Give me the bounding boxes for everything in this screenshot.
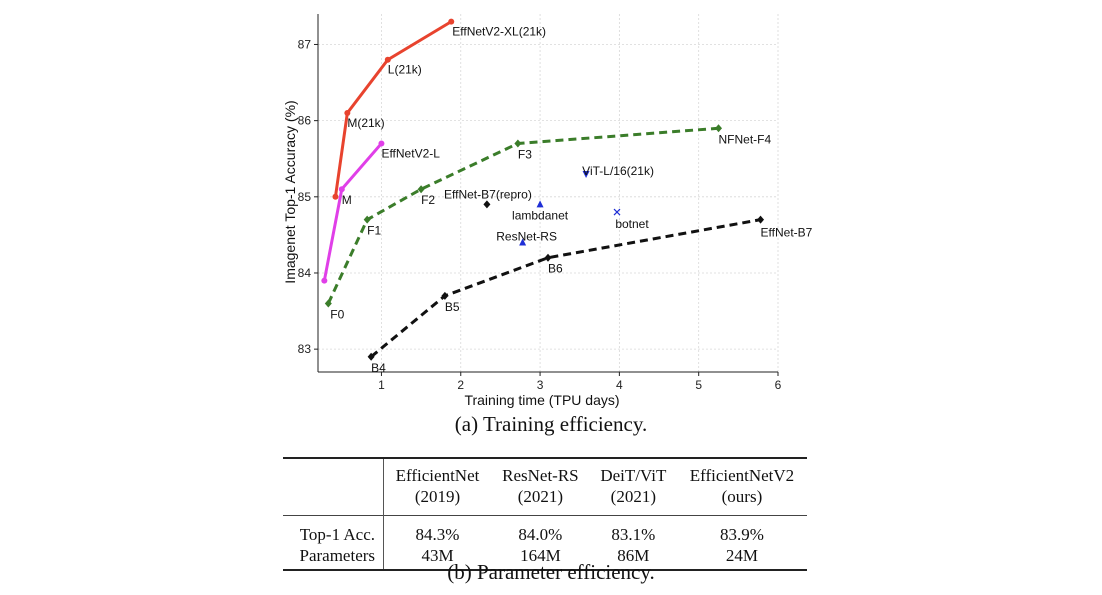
table-col-year: (2019): [414, 487, 461, 506]
point-label: M: [342, 193, 352, 207]
caption-parameter-efficiency: (b) Parameter efficiency.: [447, 560, 655, 584]
point-label: NFNet-F4: [719, 132, 772, 146]
training-efficiency-chart: 1 2 3 4 5 6 83 84 85 86 87 M(21k) L(21k) EffNetV2-XL…: [282, 14, 813, 408]
data-point: [417, 185, 425, 194]
table-cell: 164M: [490, 545, 590, 571]
data-point: [448, 18, 455, 25]
table-corner: [283, 486, 385, 516]
data-point: [544, 253, 552, 262]
table-corner: [283, 457, 385, 486]
y-tick-label: 86: [298, 114, 312, 128]
data-point: [321, 277, 328, 284]
chart-grid: [318, 14, 779, 372]
table-col-year: (ours): [721, 487, 763, 506]
x-tick-label: 1: [378, 378, 385, 392]
point-label: lambdanet: [512, 208, 569, 222]
data-point: [384, 56, 391, 63]
y-tick-label: 85: [298, 190, 312, 204]
point-label: botnet: [615, 217, 649, 231]
table-cell: 43M: [383, 545, 491, 571]
table-row: Top-1 Acc. 84.3% 84.0% 83.1% 83.9%: [283, 515, 807, 545]
point-label: ViT-L/16(21k): [582, 164, 654, 178]
caption-training-efficiency: (a) Training efficiency.: [454, 412, 648, 436]
table-row-label: Parameters: [283, 545, 385, 571]
chart-point-labels: M(21k) L(21k) EffNetV2-XL(21k) M EffNetV2-L F…: [330, 25, 812, 375]
parameter-efficiency-table: EfficientNet ResNet-RS DeiT/ViT Efficien…: [283, 457, 807, 571]
table-cell: 84.3%: [383, 515, 491, 545]
table-col-year: (2021): [610, 487, 656, 506]
table-col-year: (2021): [517, 487, 564, 506]
data-point: [582, 170, 590, 178]
y-tick-label: 87: [298, 37, 312, 51]
y-tick-label: 83: [298, 342, 312, 356]
point-label: ResNet-RS: [496, 230, 557, 244]
point-label: M(21k): [347, 116, 384, 130]
table-row-label: Top-1 Acc.: [283, 515, 385, 545]
point-label: F2: [421, 193, 435, 207]
x-tick-label: 5: [695, 378, 702, 392]
point-label: L(21k): [388, 63, 422, 77]
data-point: [483, 200, 491, 209]
data-point: [338, 186, 345, 193]
x-tick-label: 6: [775, 378, 782, 392]
table-col-header: EfficientNetV2: [676, 457, 807, 486]
point-label: EffNet-B7(repro): [444, 187, 532, 201]
x-axis-label: Training time (TPU days): [464, 392, 619, 408]
series-line: [326, 126, 719, 305]
point-label: F0: [330, 307, 344, 321]
series-line: [370, 218, 761, 358]
point-label: F3: [518, 147, 532, 161]
table-cell: 86M: [589, 545, 677, 571]
chart-standalone-points: [483, 170, 621, 246]
y-axis-label: Imagenet Top-1 Accuracy (%): [282, 100, 298, 283]
data-point: [536, 200, 544, 208]
data-point: [613, 208, 621, 216]
table-col-header: EfficientNet: [383, 457, 491, 486]
x-tick-label: 2: [457, 378, 464, 392]
x-tick-label: 4: [616, 378, 623, 392]
data-point: [715, 124, 723, 133]
chart-axes: 1 2 3 4 5 6 83 84 85 86 87: [298, 14, 782, 392]
table-cell: 24M: [676, 545, 807, 571]
table-row: Parameters 43M 164M 86M 24M: [283, 545, 807, 571]
table-cell: 84.0%: [490, 515, 590, 545]
point-label: B5: [445, 300, 460, 314]
chart-series: [321, 18, 765, 361]
table-col-header: DeiT/ViT: [589, 457, 677, 486]
x-tick-label: 3: [537, 378, 544, 392]
table-col-header: ResNet-RS: [490, 457, 590, 486]
data-point: [519, 238, 527, 246]
point-label: B4: [371, 361, 386, 375]
table-cell: 83.9%: [676, 515, 807, 545]
y-tick-label: 84: [298, 266, 312, 280]
data-point: [378, 140, 385, 147]
point-label: F1: [367, 224, 381, 238]
data-point-stroke: [613, 208, 621, 216]
data-point: [514, 139, 522, 148]
table-cell: 83.1%: [589, 515, 677, 545]
data-point: [332, 193, 339, 200]
data-point: [367, 352, 375, 361]
series-line: [322, 142, 383, 281]
point-label: EffNetV2-XL(21k): [452, 25, 546, 39]
point-label: B6: [548, 262, 563, 276]
point-label: EffNetV2-L: [381, 146, 440, 160]
data-point: [324, 299, 332, 308]
data-point: [344, 110, 351, 117]
point-label: EffNet-B7: [761, 226, 813, 240]
data-point: [441, 291, 449, 300]
series-line: [333, 20, 453, 198]
data-point: [363, 215, 371, 224]
data-point: [757, 215, 765, 224]
